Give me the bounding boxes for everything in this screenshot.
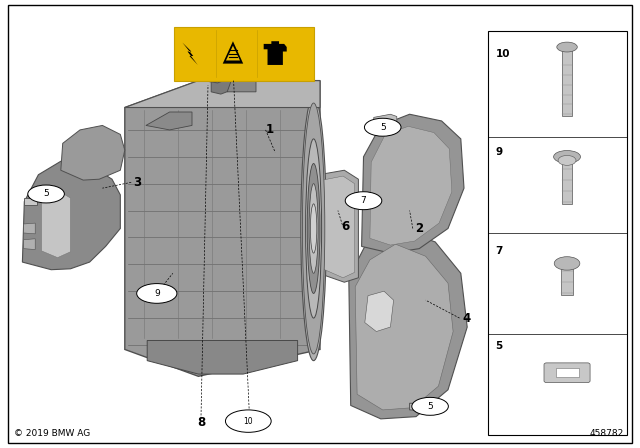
Polygon shape [226,46,240,60]
Polygon shape [125,81,320,376]
Polygon shape [365,291,394,332]
Text: 1: 1 [266,122,274,136]
Polygon shape [370,126,452,245]
Text: © 2019 BMW AG: © 2019 BMW AG [14,429,90,438]
Text: 6: 6 [341,220,349,233]
Polygon shape [22,161,120,270]
Ellipse shape [137,284,177,303]
Ellipse shape [307,164,320,293]
Ellipse shape [225,410,271,432]
Text: 8: 8 [197,415,205,429]
Polygon shape [362,114,464,253]
Text: 5: 5 [44,190,49,198]
Ellipse shape [301,96,326,361]
Text: 9: 9 [154,289,159,298]
Polygon shape [182,43,198,65]
Ellipse shape [558,155,576,165]
Polygon shape [147,340,298,374]
Bar [488,31,627,435]
Bar [174,27,314,81]
Polygon shape [195,43,243,83]
Text: 3: 3 [133,176,141,189]
Polygon shape [323,176,355,278]
Ellipse shape [310,204,317,253]
Ellipse shape [412,397,449,415]
Polygon shape [146,112,192,130]
Text: 5: 5 [380,123,385,132]
Text: 5: 5 [428,402,433,411]
Polygon shape [24,198,37,205]
Polygon shape [211,64,237,94]
Polygon shape [125,81,320,108]
Ellipse shape [241,66,252,78]
FancyBboxPatch shape [544,363,590,383]
Polygon shape [227,69,256,92]
Polygon shape [374,114,397,127]
Text: 7: 7 [495,246,503,256]
Text: 458782: 458782 [589,429,624,438]
Text: 10: 10 [243,417,253,426]
Polygon shape [355,244,453,410]
Polygon shape [24,223,35,234]
Bar [561,263,573,295]
Polygon shape [61,125,125,180]
Bar [562,47,572,116]
Ellipse shape [309,184,318,273]
Polygon shape [42,190,70,258]
Text: 5: 5 [495,341,502,351]
Text: 10: 10 [495,49,510,59]
Polygon shape [410,403,430,411]
Text: 9: 9 [495,147,502,157]
Polygon shape [264,41,287,65]
Text: 2: 2 [415,222,423,235]
Ellipse shape [557,42,577,52]
Ellipse shape [345,192,382,210]
Polygon shape [319,170,358,282]
Polygon shape [24,239,35,250]
Bar [556,368,579,377]
Bar [562,161,572,204]
Polygon shape [223,41,243,64]
Ellipse shape [306,139,322,318]
Ellipse shape [364,118,401,136]
Text: 4: 4 [463,311,471,325]
Text: 7: 7 [361,196,366,205]
Ellipse shape [554,151,580,163]
Ellipse shape [28,185,65,203]
Polygon shape [413,405,428,409]
Ellipse shape [554,257,580,270]
Polygon shape [349,228,467,419]
Ellipse shape [303,103,325,354]
